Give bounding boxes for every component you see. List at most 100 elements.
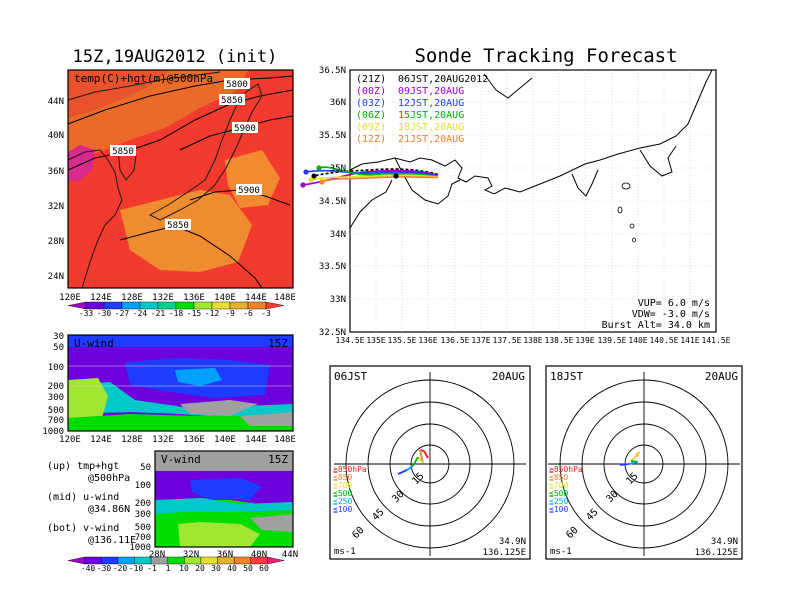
lat-tick: 28N [149, 550, 165, 560]
note-up: (up) tmp+hgt [47, 461, 119, 472]
launch-code: (21Z) [356, 74, 386, 85]
colorbar-tick: -3 [261, 309, 271, 318]
lon-tick: 132E [152, 435, 174, 445]
wind-colorbar-labels: -40 -30 -20 -10 -1 1 10 20 30 40 50 60 [81, 564, 269, 573]
pressure-tick: 50 [53, 343, 64, 353]
colorbar-tick: -18 [169, 309, 184, 318]
colorbar-swatch [167, 556, 185, 565]
contour-label: 5850 [112, 147, 134, 157]
lat-tick: 36.5N [319, 66, 346, 76]
colorbar-tick: 10 [179, 564, 189, 573]
panel-notes: (up) tmp+hgt @500hPa (mid) u-wind @34.86… [47, 461, 136, 546]
sonde-tracks [300, 165, 439, 188]
coastline-north-coast [483, 73, 533, 99]
pressure-tick: 700 [48, 416, 64, 426]
level-legend: ≧850hPa [549, 465, 583, 474]
level-legend: ≦250 [333, 497, 352, 506]
coastline-japan [148, 83, 263, 221]
hodograph-trace [619, 451, 641, 466]
top-map-lon-ticks: 120E 124E 128E 132E 136E 140E 144E 148E [59, 293, 296, 303]
landing-point [311, 173, 317, 179]
colorbar-tick: -21 [151, 309, 166, 318]
lon-tick: 136E [418, 336, 437, 345]
lon-tick: 141E [680, 336, 699, 345]
sonde-track-line [305, 169, 439, 177]
pressure-tick: 30 [53, 332, 64, 342]
launch-point [393, 173, 399, 179]
lon-tick: 139.5E [598, 336, 627, 345]
lon-tick: 128E [121, 435, 143, 445]
lat-tick: 35N [330, 164, 346, 174]
coastline-shikoku [349, 179, 393, 229]
v-wind-green-south [155, 522, 180, 547]
colorbar-swatch [84, 556, 102, 565]
colorbar-swatch [267, 556, 285, 565]
launch-time: 09JST,20AUG [398, 86, 464, 97]
hodograph-trace [397, 449, 429, 475]
launch-time: 18JST,20AUG [398, 122, 464, 133]
contour-label: 5900 [238, 186, 260, 196]
track-map-lon-ticks: 134.5E 135E 135.5E 136E 136.5E 137E 137.… [336, 336, 731, 345]
u-wind-green-surface [68, 414, 293, 431]
left-title: 15Z,19AUG2012 (init) [73, 47, 278, 67]
colorbar-tick: -30 [97, 309, 112, 318]
colorbar-tick: 60 [259, 564, 269, 573]
colorbar-tick: 20 [195, 564, 205, 573]
colorbar-tick: 1 [166, 564, 171, 573]
u-wind-time: 15Z [268, 337, 288, 350]
colorbar-swatch [67, 301, 87, 310]
hodo-unit: ms-1 [334, 547, 356, 557]
colorbar-swatch [247, 301, 267, 310]
u-wind-y-ticks: 30 50 100 200 300 500 700 1000 [42, 332, 64, 437]
hodograph-segment [406, 465, 414, 471]
v-wind-x-ticks: 28N 32N 36N 40N 44N [149, 550, 298, 560]
ascent-rate: VUP= 6.0 m/s [638, 298, 710, 309]
pressure-tick: 300 [48, 393, 64, 403]
colorbar-tick: -27 [115, 309, 130, 318]
u-wind-gray [180, 400, 258, 416]
lat-tick: 32.5N [319, 328, 346, 338]
lon-tick: 137E [471, 336, 490, 345]
lon-tick: 144E [245, 293, 267, 303]
launch-time: 21JST,20AUG [398, 134, 464, 145]
launch-code: (03Z) [356, 98, 386, 109]
colorbar-tick: 40 [227, 564, 237, 573]
level-legend: ≦500 [333, 489, 352, 498]
v-wind-cyan [155, 498, 293, 514]
u-wind-core [175, 368, 222, 386]
pressure-tick: 300 [135, 510, 151, 520]
landing-point [308, 177, 314, 183]
level-legend: ≦850 [333, 473, 352, 482]
launch-code: (06Z) [356, 110, 386, 121]
lat-tick: 32N [183, 550, 199, 560]
descent-rate: VDW= -3.0 m/s [632, 309, 710, 320]
hodo-lon: 136.125E [695, 548, 738, 558]
coastline-izu [571, 169, 599, 197]
hodo-date: 20AUG [705, 370, 738, 383]
lat-tick: 44N [282, 550, 298, 560]
level-legend: ≦700 [333, 481, 352, 490]
colorbar-swatch [217, 556, 235, 565]
launch-code: (09Z) [356, 122, 386, 133]
lat-tick: 32N [48, 202, 64, 212]
hodo-time: 18JST [550, 370, 583, 383]
lon-tick: 132E [152, 293, 174, 303]
contour-label: 5800 [226, 80, 248, 90]
hodograph-18jst: 18JST 20AUG 15 30 45 60 ≧850hPa ≦850 ≦70… [545, 365, 743, 560]
colorbar-tick: 50 [243, 564, 253, 573]
lon-tick: 136E [183, 293, 205, 303]
cold-core-patch-inner [68, 70, 170, 118]
level-legend: ≦850 [549, 473, 568, 482]
pressure-tick: 700 [135, 533, 151, 543]
colorbar-swatch [184, 556, 202, 565]
colorbar-tick: -9 [225, 309, 235, 318]
lon-tick: 124E [90, 435, 112, 445]
island [629, 223, 635, 229]
lon-tick: 141.5E [702, 336, 731, 345]
colorbar-swatch [157, 301, 177, 310]
lat-tick: 33.5N [319, 262, 346, 272]
lon-tick: 135.5E [388, 336, 417, 345]
launch-code: (12Z) [356, 134, 386, 145]
pressure-tick: 200 [135, 499, 151, 509]
height-contour-5850-south [119, 225, 263, 289]
